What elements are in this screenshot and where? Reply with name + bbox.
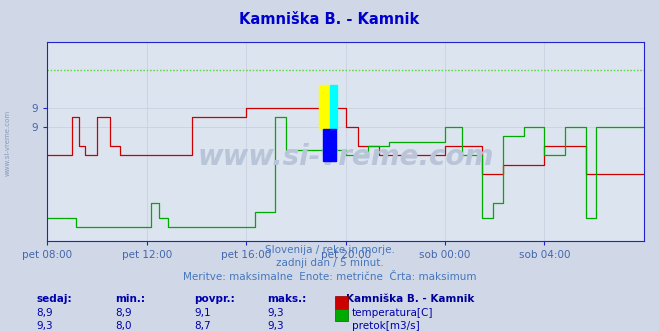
Text: Meritve: maksimalne  Enote: metrične  Črta: maksimum: Meritve: maksimalne Enote: metrične Črta…	[183, 272, 476, 282]
Text: Kamniška B. - Kamnik: Kamniška B. - Kamnik	[346, 294, 474, 304]
Text: 9,3: 9,3	[267, 321, 283, 331]
Text: temperatura[C]: temperatura[C]	[352, 308, 434, 318]
Text: sedaj:: sedaj:	[36, 294, 72, 304]
Bar	[323, 129, 336, 161]
Text: Kamniška B. - Kamnik: Kamniška B. - Kamnik	[239, 12, 420, 27]
Text: 9,3: 9,3	[267, 308, 283, 318]
Text: 8,9: 8,9	[115, 308, 132, 318]
Text: min.:: min.:	[115, 294, 146, 304]
Text: 8,7: 8,7	[194, 321, 211, 331]
Text: maks.:: maks.:	[267, 294, 306, 304]
Text: www.si-vreme.com: www.si-vreme.com	[5, 110, 11, 176]
Text: 8,9: 8,9	[36, 308, 53, 318]
Text: zadnji dan / 5 minut.: zadnji dan / 5 minut.	[275, 258, 384, 268]
Text: povpr.:: povpr.:	[194, 294, 235, 304]
Text: Slovenija / reke in morje.: Slovenija / reke in morje.	[264, 245, 395, 255]
Text: 9,1: 9,1	[194, 308, 211, 318]
Bar	[319, 85, 330, 129]
Text: pretok[m3/s]: pretok[m3/s]	[352, 321, 420, 331]
Text: www.si-vreme.com: www.si-vreme.com	[198, 143, 494, 171]
Bar	[330, 85, 337, 129]
Text: 9,3: 9,3	[36, 321, 53, 331]
Text: 8,0: 8,0	[115, 321, 132, 331]
